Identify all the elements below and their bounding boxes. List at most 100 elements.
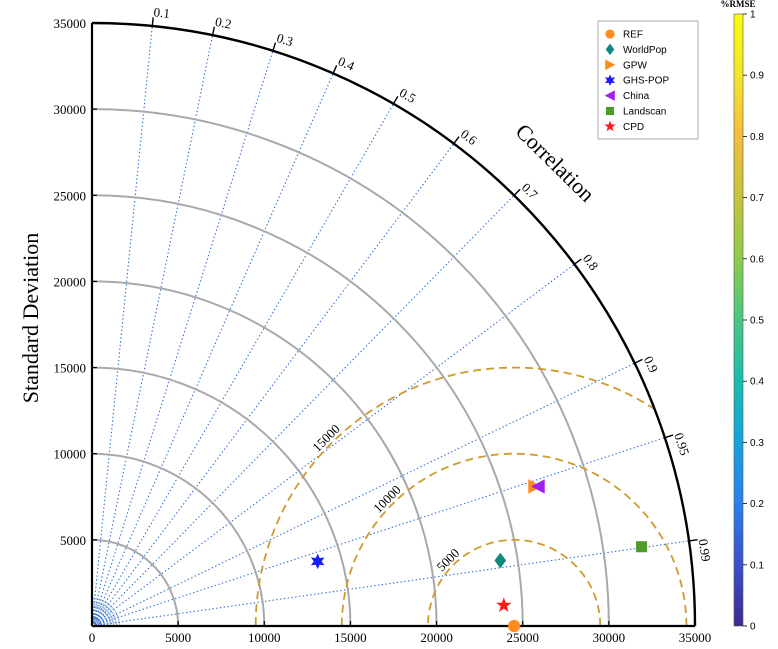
origin-ray (91, 609, 117, 627)
origin-ray (91, 597, 100, 627)
correlation-ray (91, 194, 515, 627)
correlation-tick (272, 42, 277, 51)
y-axis-label: Standard Deviation (18, 233, 43, 403)
correlation-ray (91, 73, 334, 627)
std-arc (91, 366, 352, 627)
correlation-tick (634, 358, 643, 364)
correlation-tick-label: 0.5 (397, 85, 419, 106)
correlation-tick (513, 188, 521, 196)
y-tick-label: 5000 (60, 533, 86, 548)
legend-marker-landscan (605, 106, 615, 116)
std-arc (91, 280, 438, 627)
correlation-tick (453, 136, 460, 145)
legend-box (597, 20, 699, 140)
legend-marker-ref (605, 29, 615, 39)
origin-ray (91, 598, 102, 627)
origin-ray (91, 600, 108, 627)
rmse-arc (427, 539, 602, 626)
colorbar-tick-label: 0.5 (750, 316, 764, 327)
y-tick-label: 30000 (54, 102, 87, 117)
rmse-label: 5000 (433, 545, 462, 574)
point-china (531, 479, 545, 494)
origin-ray (91, 605, 114, 627)
origin-ray (91, 612, 119, 627)
legend: REF WorldPop GPW GHS-POP China Landscan CPD (597, 20, 699, 140)
legend-label: GPW (623, 60, 647, 71)
outer-arc (91, 21, 697, 627)
legend-marker-china (604, 90, 615, 101)
origin-ray (91, 610, 118, 627)
colorbar-gradient (733, 13, 744, 627)
correlation-tick-label: 0.9 (641, 354, 662, 375)
axes-layer (90, 21, 697, 628)
origin-ray (91, 622, 122, 627)
origin-ray (91, 596, 96, 627)
x-tick-label: 0 (89, 630, 96, 645)
origin-ray (91, 614, 120, 627)
correlation-ray (91, 362, 635, 627)
origin-ray (91, 597, 101, 627)
legend-label: China (623, 91, 650, 102)
legend-marker-ghs-pop (605, 74, 615, 86)
origin-ray (91, 605, 113, 627)
origin-ray (91, 601, 109, 627)
correlation-ray (91, 103, 394, 627)
grid-layer (91, 25, 690, 627)
legend-label: CPD (623, 122, 644, 133)
x-tick-label: 25000 (506, 630, 539, 645)
origin-ray (91, 617, 121, 627)
colorbar-tick-label: 1 (750, 10, 756, 21)
origin-ray (91, 600, 107, 627)
colorbar-tick-label: 0.6 (750, 254, 764, 265)
std-arc (91, 452, 266, 627)
colorbar-tick-label: 0 (750, 622, 756, 633)
x-tick-label: 35000 (679, 630, 712, 645)
origin-ray (91, 611, 118, 627)
origin-ray (91, 618, 121, 627)
correlation-tick (211, 26, 216, 36)
colorbar-tick-label: 0.8 (750, 132, 764, 143)
correlation-tick (573, 258, 582, 265)
correlation-tick (688, 539, 698, 542)
origin-ray (91, 597, 97, 627)
colorbar-label: %RMSE (720, 0, 755, 9)
legend-label: WorldPop (623, 45, 667, 56)
correlation-ray (91, 50, 274, 627)
colorbar-tick-label: 0.9 (750, 71, 764, 82)
origin-ray (91, 619, 121, 627)
origin-ray (91, 616, 120, 627)
colorbar: %RMSE 0 0.1 0.2 0.3 0.4 0.5 0.6 0.7 0.8 0.9 1 (720, 0, 764, 633)
origin-ray (91, 608, 116, 627)
origin-ray (91, 602, 111, 627)
std-arc (91, 108, 610, 627)
origin-ray (91, 621, 121, 627)
correlation-tick-label: 0.99 (696, 538, 714, 563)
correlation-tick-label: 0.7 (519, 180, 541, 202)
correlation-tick-label: 0.95 (671, 431, 692, 457)
correlation-tick (392, 95, 399, 105)
origin-ray (91, 599, 105, 627)
y-tick-label: 15000 (54, 361, 87, 376)
correlation-tick (332, 65, 338, 74)
y-tick-label: 10000 (54, 447, 87, 462)
origin-ray (91, 599, 106, 627)
std-arc (91, 538, 180, 627)
x-tick-label: 30000 (593, 630, 626, 645)
legend-marker-gpw (605, 59, 616, 71)
x-tick-label: 10000 (248, 630, 281, 645)
legend-marker-worldpop (605, 43, 615, 56)
correlation-ray (91, 540, 690, 627)
correlation-tick-label: 0.4 (336, 53, 357, 73)
legend-label: Landscan (623, 107, 666, 118)
point-ref (507, 619, 521, 633)
origin-ray (91, 596, 95, 627)
y-tick-label: 20000 (54, 274, 87, 289)
correlation-tick-label: 0.2 (214, 14, 233, 32)
correlation-ray (91, 143, 455, 627)
point-cpd (496, 597, 512, 612)
correlation-tick (151, 17, 154, 27)
origin-ray (91, 623, 122, 627)
colorbar-tick-label: 0.4 (750, 377, 764, 388)
correlation-ray (91, 25, 153, 627)
origin-ray (91, 607, 116, 627)
